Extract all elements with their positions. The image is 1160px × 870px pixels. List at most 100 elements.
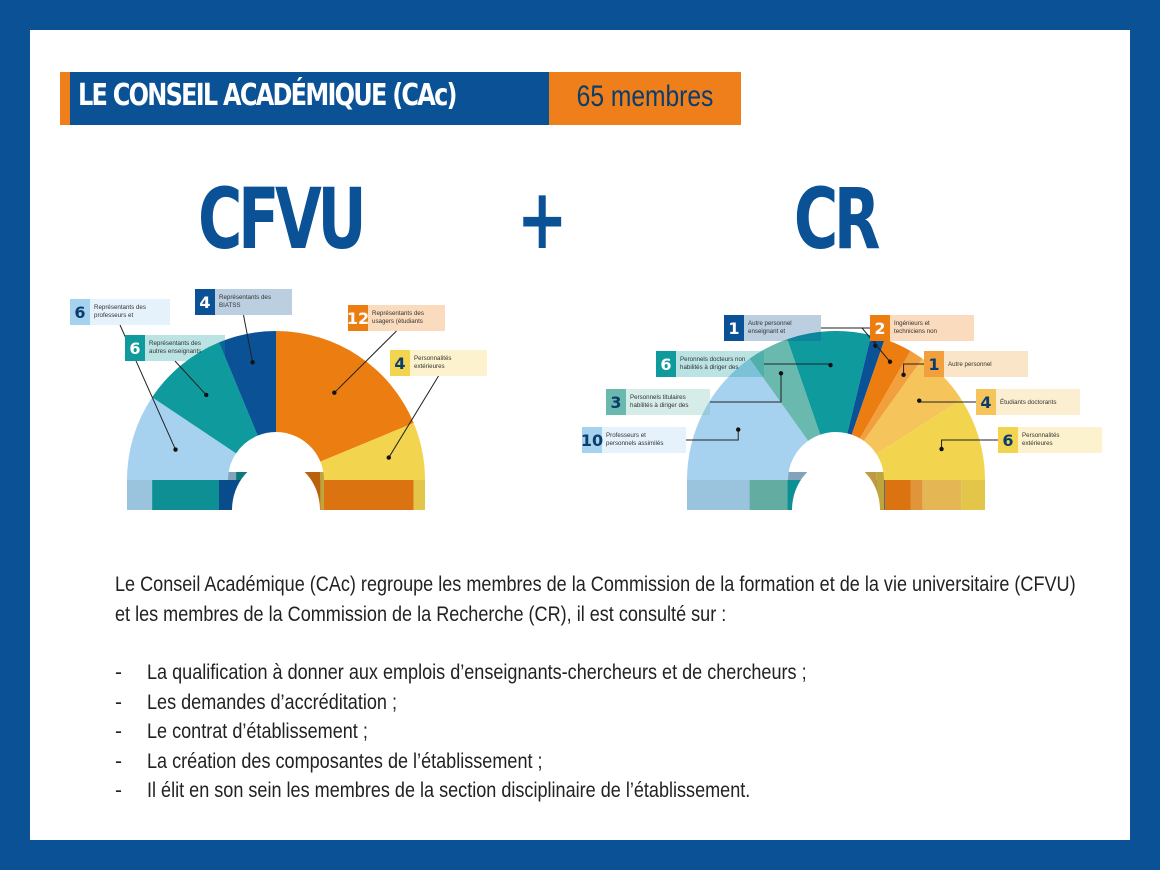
label-number-box <box>70 299 90 325</box>
label-text: Autre personnel enseignant et <box>748 320 792 335</box>
chart-base <box>922 480 962 510</box>
title-bar: LE CONSEIL ACADÉMIQUE (CAc) 65 membres <box>60 72 741 125</box>
chart-base <box>687 480 750 510</box>
leader-dot <box>204 392 209 398</box>
leader-line <box>903 363 924 375</box>
label-value: 6 <box>129 339 140 358</box>
label-text: Ingénieurs et techniciens non <box>894 320 938 335</box>
chart-segment <box>749 339 821 441</box>
label-text: Peronnels docteurs non habilités à dirige… <box>680 356 746 371</box>
leader-line <box>333 330 397 394</box>
label-value: 1 <box>928 355 939 374</box>
bullet-text: Il élit en son sein les membres de la se… <box>147 779 751 802</box>
label-number-box <box>656 351 676 377</box>
label-number-box <box>348 305 368 331</box>
bullet-marker: - <box>115 720 122 743</box>
label-value: 12 <box>347 309 369 328</box>
bullet-text: Le contrat d’établissement ; <box>147 720 368 743</box>
label-text: Personnalités extérieures <box>1022 432 1060 447</box>
label-text: Représentants des professeurs et <box>94 304 146 319</box>
label-value: 3 <box>610 393 621 412</box>
label-value: 6 <box>660 355 671 374</box>
label-value: 1 <box>728 319 739 338</box>
chart-segment <box>320 422 425 480</box>
leader-line <box>710 373 782 403</box>
chart-segment <box>127 397 237 480</box>
label-number-box <box>606 389 626 415</box>
label-number-box <box>870 315 890 341</box>
chart-cfvu: 6 Représentants des professeurs et 6 Représe… <box>70 289 487 510</box>
bullet-text: Les demandes d’accréditation ; <box>147 690 397 714</box>
bullet-marker: - <box>115 779 122 802</box>
bullet-marker: - <box>115 661 122 684</box>
chart-segment <box>851 339 911 439</box>
title-box: LE CONSEIL ACADÉMIQUE (CAc) <box>70 72 549 125</box>
chart-base <box>127 480 153 510</box>
label-text: Autre personnel <box>948 361 992 368</box>
chart-inner-wall <box>876 472 884 510</box>
leader-line <box>686 429 739 441</box>
chart-segment <box>276 331 414 462</box>
label-value: 6 <box>1002 431 1013 450</box>
label-text: Représentants des BIATSS <box>219 294 271 309</box>
leader-dot <box>736 427 741 432</box>
chart-hole <box>792 460 880 510</box>
leader-dot <box>901 372 906 378</box>
chart-segment <box>876 399 985 480</box>
description-line-1: Le Conseil Académique (CAc) regroupe les… <box>115 573 1076 596</box>
leader-dot <box>386 455 391 460</box>
label-value: 6 <box>74 303 85 322</box>
description-line-2: et les membres de la Commission de la Re… <box>115 602 727 626</box>
label-text: Professeurs et personnels assimilés <box>606 432 663 447</box>
leader-line <box>388 375 439 458</box>
chart-base <box>152 480 219 510</box>
chart-segment <box>863 358 962 455</box>
label-text: Représentants des autres enseignants <box>149 340 201 355</box>
label-text: Personnalités extérieures <box>414 355 452 370</box>
leader-line <box>174 360 207 396</box>
label-number-box <box>724 315 744 341</box>
label-value: 4 <box>199 293 210 312</box>
chart-base <box>413 480 425 510</box>
leader-line <box>941 439 998 450</box>
label-text: Étudiants doctorants <box>1000 399 1056 406</box>
leader-dot <box>873 343 878 348</box>
chart-segment <box>787 330 872 435</box>
chart-base <box>910 480 923 510</box>
leader-dot <box>332 390 337 395</box>
leader-line <box>860 327 891 363</box>
label-number-box <box>976 389 996 415</box>
chart-cr: 10 Professeurs et personnels assimilés 3 Per… <box>581 315 1102 510</box>
label-number-box <box>390 350 410 376</box>
bullet-marker: - <box>115 749 122 773</box>
chart-base <box>961 480 985 510</box>
slide: LE CONSEIL ACADÉMIQUE (CAc) 65 membres C… <box>30 30 1130 840</box>
chart-segment <box>687 358 809 480</box>
leader-dot <box>917 398 922 403</box>
bullet-text: La qualification à donner aux emplois d’… <box>147 661 807 684</box>
chart-segment <box>152 342 258 454</box>
label-number-box <box>998 427 1018 453</box>
cfvu-heading: CFVU <box>198 170 367 268</box>
label-number-box <box>924 351 944 377</box>
chart-base <box>749 480 788 510</box>
charts-svg: 6 Représentants des professeurs et 6 Représe… <box>70 289 1102 510</box>
chart-segment <box>860 350 923 441</box>
leader-dot <box>887 359 893 364</box>
member-count-box: 65 membres <box>549 72 741 125</box>
leader-dot <box>173 447 178 452</box>
chart-hole <box>232 460 320 510</box>
member-count: 65 membres <box>576 80 714 113</box>
leader-line <box>243 314 254 363</box>
description: Le Conseil Académique (CAc) regroupe les… <box>115 570 1076 629</box>
bullet-marker: - <box>115 690 122 714</box>
chart-segment <box>218 331 276 436</box>
cr-heading: CR <box>793 170 881 268</box>
leader-dot <box>939 446 944 452</box>
title-accent <box>60 72 70 125</box>
page-title: LE CONSEIL ACADÉMIQUE (CAc) <box>78 78 458 113</box>
chart-base <box>884 480 911 510</box>
chart-inner-wall <box>320 472 324 510</box>
label-value: 2 <box>874 319 885 338</box>
label-value: 4 <box>394 354 405 373</box>
